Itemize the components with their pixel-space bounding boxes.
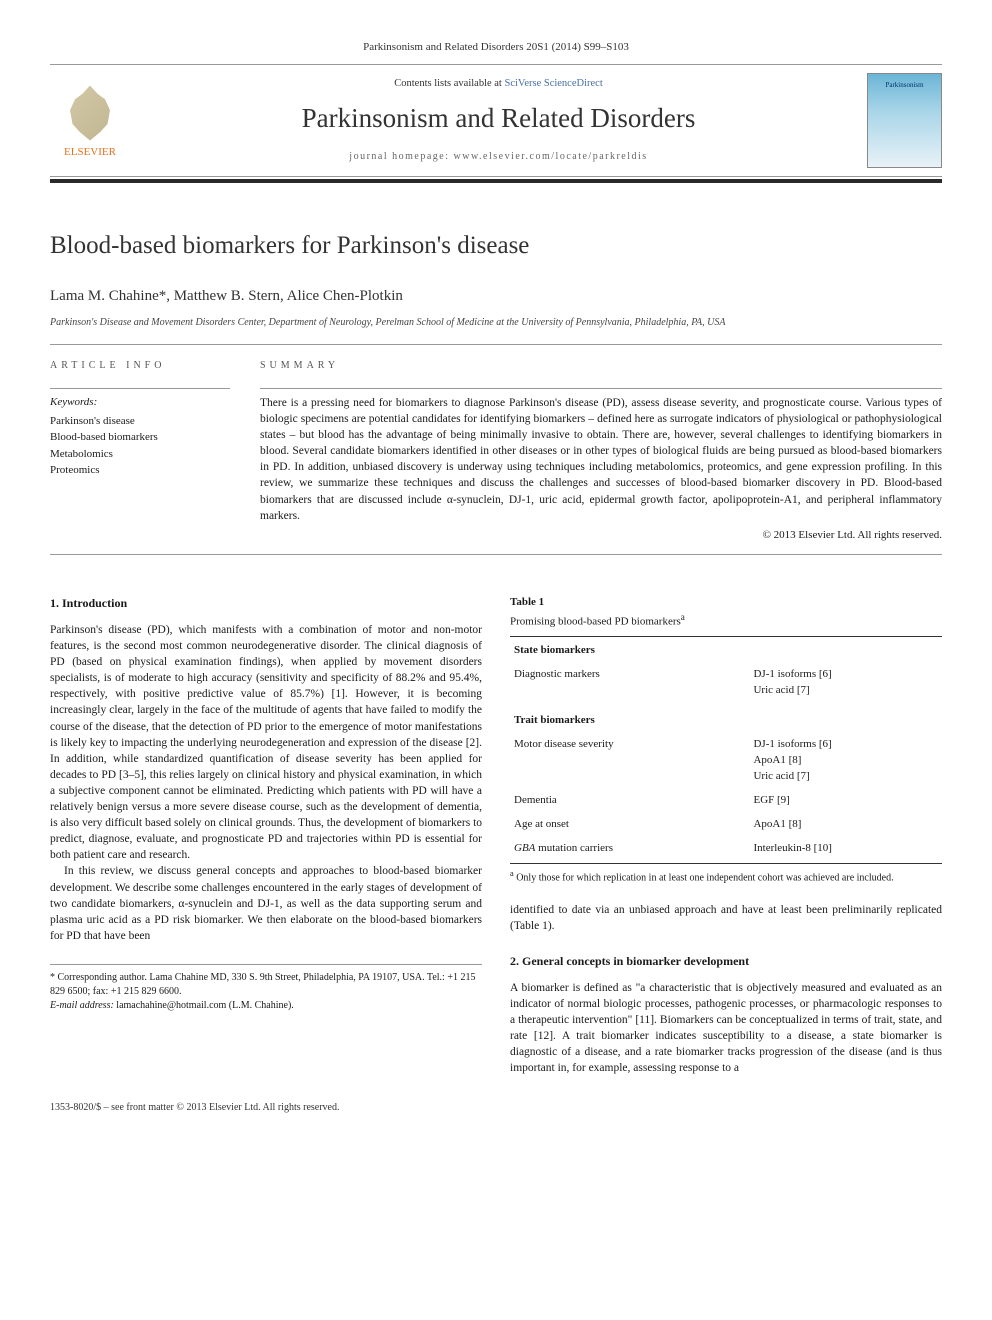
section-2-para-1: A biomarker is defined as "a characteris… — [510, 980, 942, 1077]
publisher-logo: ELSEVIER — [50, 80, 130, 160]
header-center: Contents lists available at SciVerse Sci… — [130, 76, 867, 165]
table-cell: Interleukin-8 [10] — [749, 837, 942, 863]
publisher-name: ELSEVIER — [64, 145, 116, 161]
journal-name: Parkinsonism and Related Disorders — [130, 99, 867, 138]
table-1-label: Table 1 — [510, 595, 942, 611]
article-info-heading: ARTICLE INFO — [50, 359, 230, 374]
table-1-caption: Promising blood-based PD biomarkersa — [510, 611, 942, 631]
table-cell: Motor disease severity — [510, 733, 749, 789]
table-cell: Diagnostic markers — [510, 663, 749, 703]
elsevier-tree-icon — [65, 86, 115, 141]
page-footer: 1353-8020/$ – see front matter © 2013 El… — [50, 1101, 942, 1116]
homepage-line: journal homepage: www.elsevier.com/locat… — [130, 150, 867, 165]
table-row: Trait biomarkers — [510, 703, 942, 733]
journal-cover-thumbnail — [867, 73, 942, 168]
divider — [50, 554, 942, 555]
table-cell: GBA mutation carriers — [510, 837, 749, 863]
table-value: Uric acid [7] — [753, 769, 938, 785]
corresponding-author-line: * Corresponding author. Lama Chahine MD,… — [50, 971, 482, 999]
table-value: ApoA1 [8] — [753, 753, 938, 769]
summary-heading: SUMMARY — [260, 359, 942, 374]
article-title: Blood-based biomarkers for Parkinson's d… — [50, 228, 942, 264]
table-value: Uric acid [7] — [753, 683, 938, 699]
gba-italic: GBA — [514, 842, 535, 854]
footnote-text: Only those for which replication in at l… — [514, 872, 894, 883]
left-column: 1. Introduction Parkinson's disease (PD)… — [50, 595, 482, 1077]
table-state-heading: State biomarkers — [510, 637, 942, 663]
sciencedirect-link[interactable]: SciVerse ScienceDirect — [504, 78, 602, 89]
table-row: Dementia EGF [9] — [510, 789, 942, 813]
table-value: DJ-1 isoforms [6] — [753, 667, 938, 683]
section-1-para-1: Parkinson's disease (PD), which manifest… — [50, 622, 482, 863]
table-trait-heading: Trait biomarkers — [510, 703, 942, 733]
keyword: Parkinson's disease — [50, 413, 230, 430]
contents-lists-line: Contents lists available at SciVerse Sci… — [130, 76, 867, 91]
abstract-text: There is a pressing need for biomarkers … — [260, 388, 942, 524]
section-2-heading: 2. General concepts in biomarker develop… — [510, 953, 942, 970]
correspondence-footnote: * Corresponding author. Lama Chahine MD,… — [50, 964, 482, 1013]
table-cell: Age at onset — [510, 813, 749, 837]
header-divider-bar — [50, 179, 942, 183]
table-row: Diagnostic markers DJ-1 isoforms [6] Uri… — [510, 663, 942, 703]
summary-copyright: © 2013 Elsevier Ltd. All rights reserved… — [260, 528, 942, 544]
contents-prefix: Contents lists available at — [394, 78, 504, 89]
table-1-footnote: a Only those for which replication in at… — [510, 868, 942, 885]
keyword: Metabolomics — [50, 446, 230, 463]
footer-copyright: 1353-8020/$ – see front matter © 2013 El… — [50, 1101, 339, 1116]
table-cell: ApoA1 [8] — [749, 813, 942, 837]
email-line: E-mail address: lamachahine@hotmail.com … — [50, 999, 482, 1013]
table-row: Age at onset ApoA1 [8] — [510, 813, 942, 837]
table-cell: DJ-1 isoforms [6] Uric acid [7] — [749, 663, 942, 703]
article-info-column: ARTICLE INFO Keywords: Parkinson's disea… — [50, 359, 230, 543]
summary-column: SUMMARY There is a pressing need for bio… — [260, 359, 942, 543]
email-label: E-mail address: — [50, 1000, 114, 1011]
keyword: Proteomics — [50, 462, 230, 479]
journal-header-band: ELSEVIER Contents lists available at Sci… — [50, 64, 942, 177]
table-1: State biomarkers Diagnostic markers DJ-1… — [510, 636, 942, 863]
citation-line: Parkinsonism and Related Disorders 20S1 … — [50, 40, 942, 56]
table-value: DJ-1 isoforms [6] — [753, 737, 938, 753]
keywords-label: Keywords: — [50, 388, 230, 411]
table-caption-sup: a — [681, 612, 685, 622]
table-cell: Dementia — [510, 789, 749, 813]
table-row: GBA mutation carriers Interleukin-8 [10] — [510, 837, 942, 863]
homepage-prefix: journal homepage: — [349, 151, 453, 162]
homepage-url: www.elsevier.com/locate/parkreldis — [454, 151, 648, 162]
gba-rest: mutation carriers — [535, 842, 613, 854]
column-2-continuation: identified to date via an unbiased appro… — [510, 902, 942, 934]
section-1-para-2: In this review, we discuss general conce… — [50, 863, 482, 943]
table-cell: DJ-1 isoforms [6] ApoA1 [8] Uric acid [7… — [749, 733, 942, 789]
body-two-column: 1. Introduction Parkinson's disease (PD)… — [50, 595, 942, 1077]
table-row: Motor disease severity DJ-1 isoforms [6]… — [510, 733, 942, 789]
section-1-heading: 1. Introduction — [50, 595, 482, 612]
table-caption-text: Promising blood-based PD biomarkers — [510, 615, 681, 627]
affiliation-line: Parkinson's Disease and Movement Disorde… — [50, 316, 942, 331]
keyword: Blood-based biomarkers — [50, 429, 230, 446]
authors-line: Lama M. Chahine*, Matthew B. Stern, Alic… — [50, 286, 942, 308]
email-address: lamachahine@hotmail.com (L.M. Chahine). — [114, 1000, 294, 1011]
info-summary-row: ARTICLE INFO Keywords: Parkinson's disea… — [50, 345, 942, 553]
table-cell: EGF [9] — [749, 789, 942, 813]
right-column: Table 1 Promising blood-based PD biomark… — [510, 595, 942, 1077]
